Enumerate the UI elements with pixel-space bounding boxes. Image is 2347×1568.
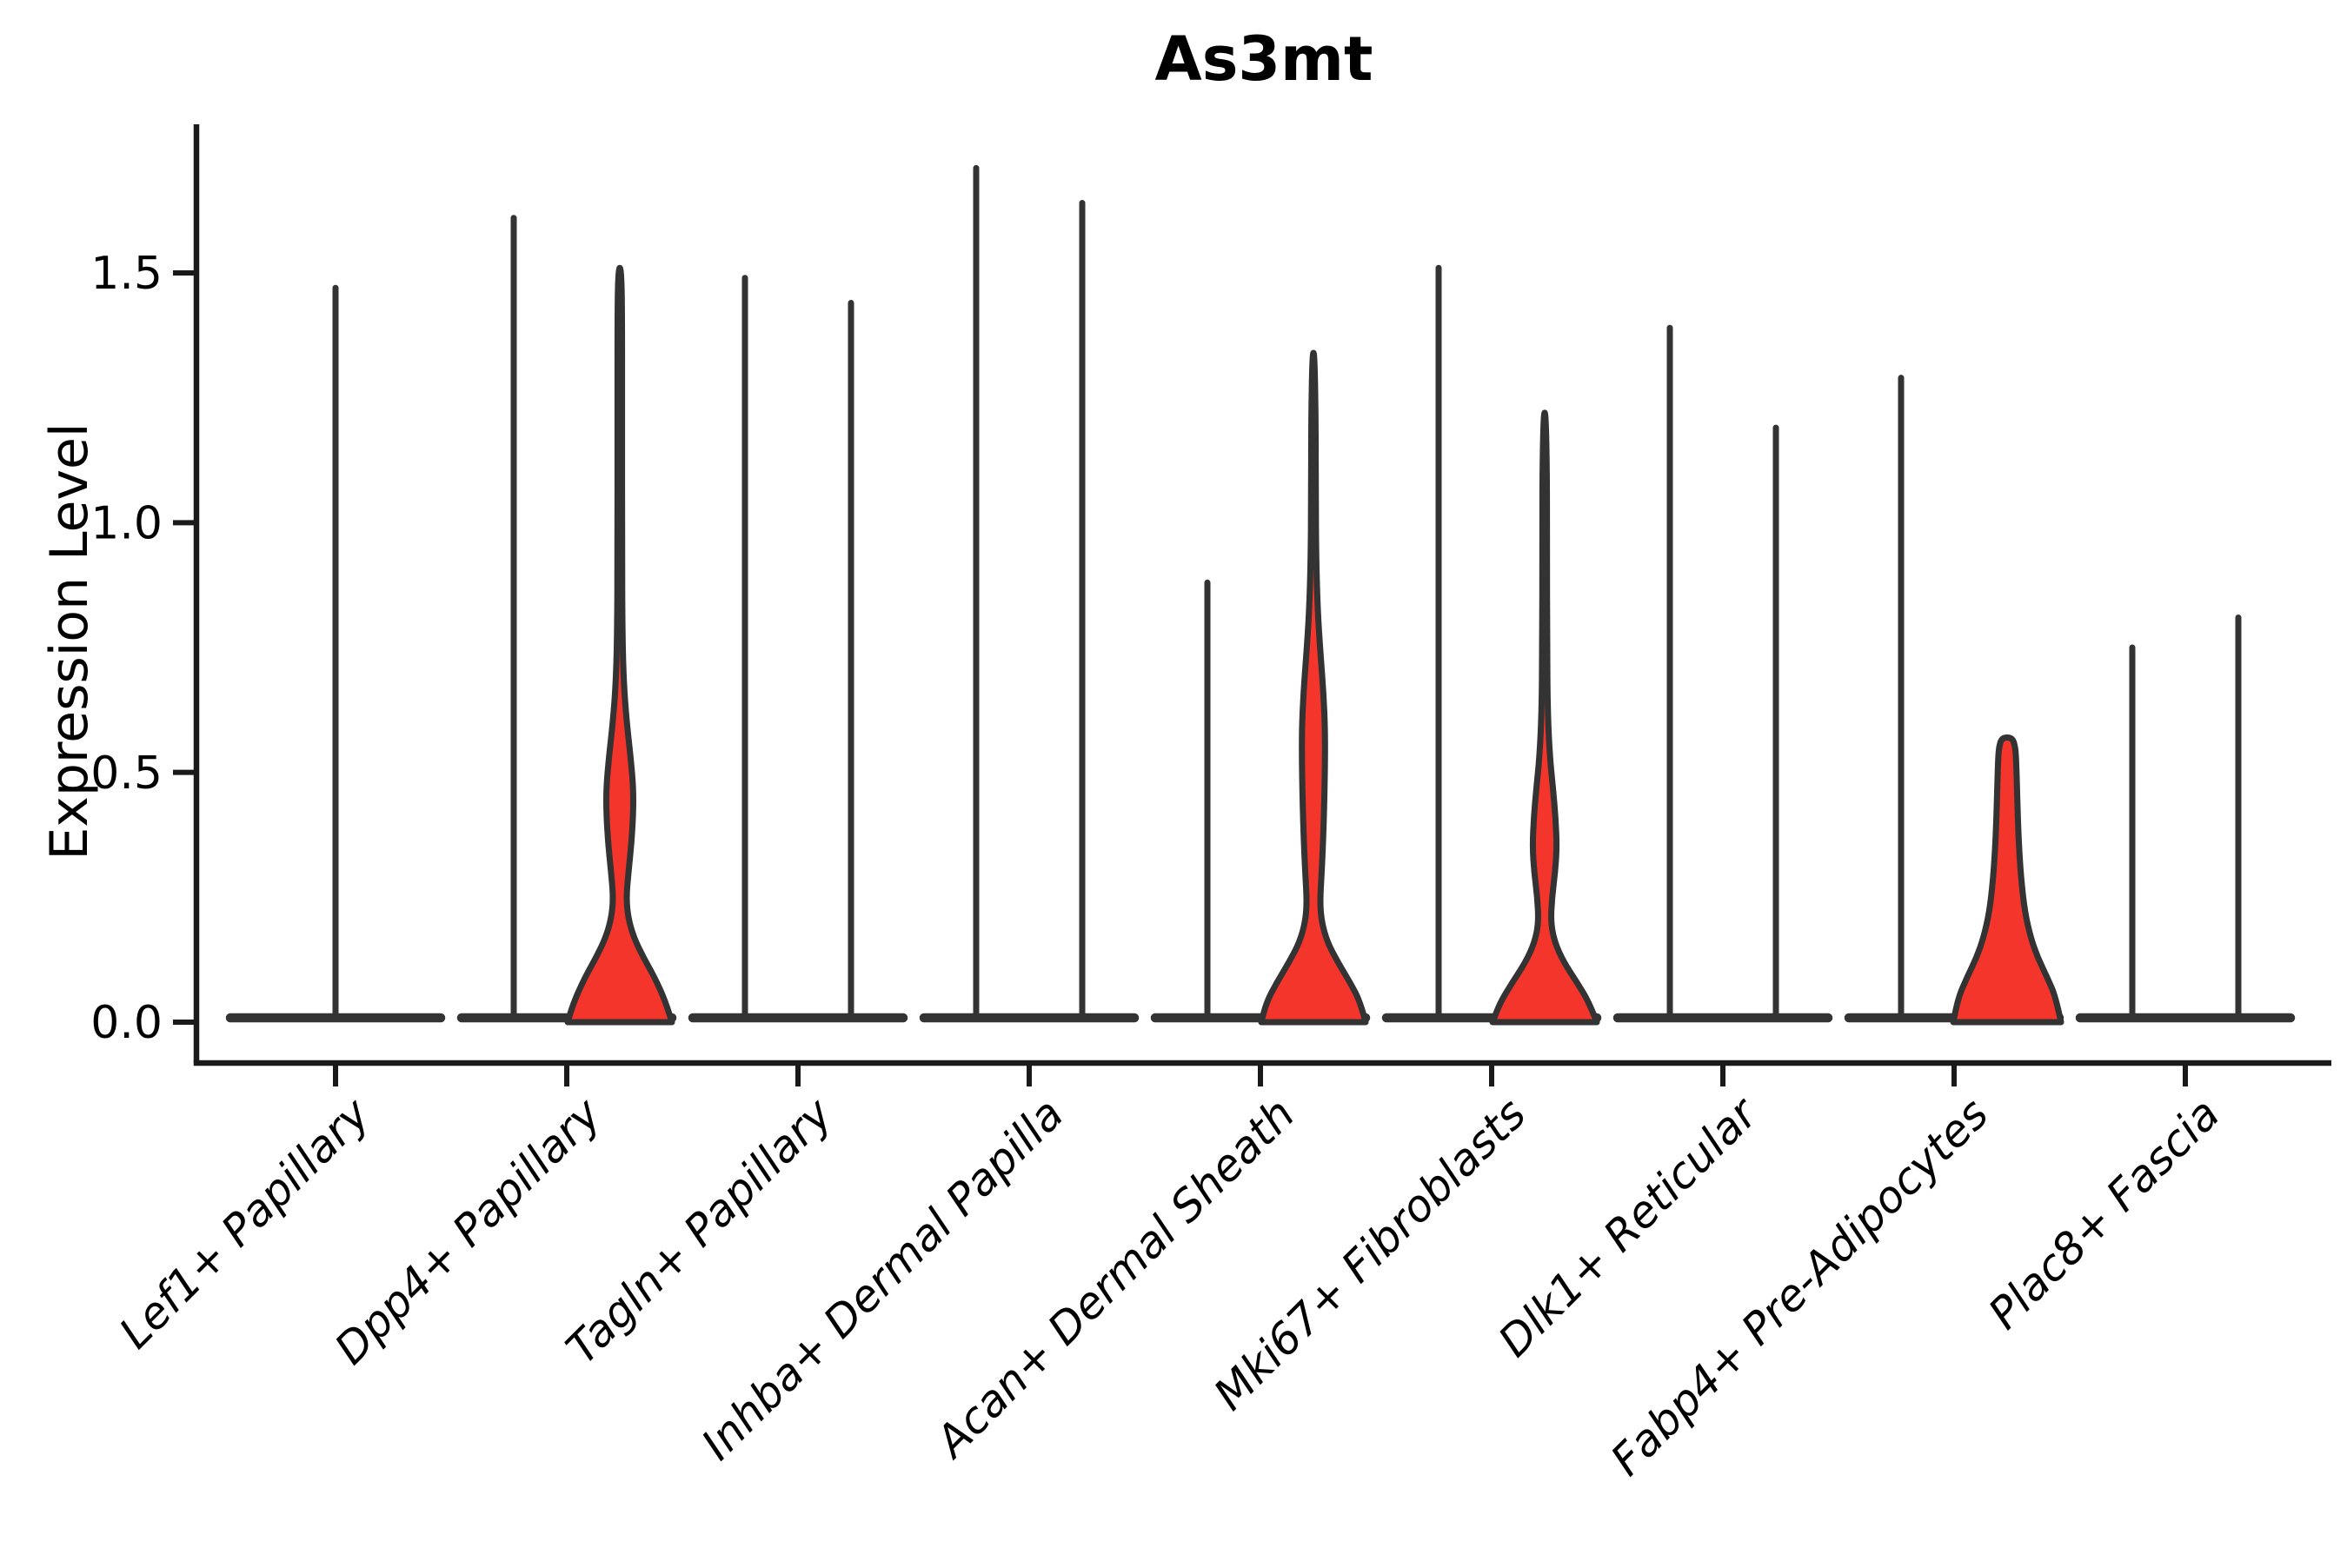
x-tick-label: Fabp4+ Pre-Adipocytes <box>1601 1088 1998 1485</box>
violin-filled <box>1489 409 1600 1026</box>
y-tick-label: 0.5 <box>90 747 163 800</box>
x-tick-label: Plac8+ Fascia <box>1979 1088 2230 1339</box>
chart-title: As3mt <box>1155 23 1373 95</box>
y-tick-label: 0.0 <box>90 997 163 1049</box>
violin-filled <box>564 264 675 1026</box>
violin-filled <box>1950 734 2064 1026</box>
y-axis-label: Expression Level <box>39 422 100 860</box>
y-tick-label: 1.5 <box>90 248 163 300</box>
y-tick-label: 1.0 <box>90 498 163 550</box>
violin-filled <box>1258 349 1369 1026</box>
x-tick-label: Lef1+ Papillary <box>110 1087 380 1358</box>
